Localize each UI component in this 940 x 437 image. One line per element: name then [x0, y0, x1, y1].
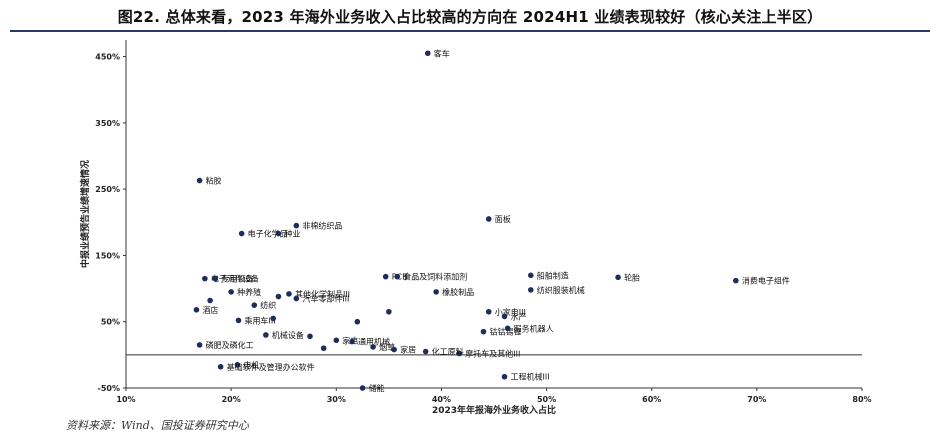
point-label: 储能: [369, 383, 385, 393]
data-point: [234, 362, 241, 368]
data-point: [196, 177, 203, 184]
title-rule: [10, 30, 930, 32]
point-label: 船舶制造: [537, 270, 569, 280]
x-tick-label: 50%: [537, 395, 556, 404]
point-label: 纺织: [260, 300, 276, 310]
data-point: [275, 230, 282, 237]
data-point: [424, 50, 431, 57]
data-point: [528, 272, 534, 279]
point-label: 酒店: [202, 305, 218, 315]
point-label: 摩托车及其他III: [465, 349, 520, 359]
data-point: [270, 315, 277, 322]
point-label: 汽车零部件III: [302, 294, 349, 304]
point-label: 钴钴锡锂: [489, 327, 521, 337]
data-point: [293, 295, 300, 302]
point-label: 通用机械: [358, 337, 390, 347]
x-tick-label: 80%: [852, 395, 871, 404]
point-label: 轮胎: [624, 272, 640, 282]
point-label: 烟草: [379, 342, 395, 352]
y-tick-label: 150%: [95, 251, 120, 260]
data-point: [320, 345, 327, 352]
x-tick-label: 20%: [222, 395, 241, 404]
x-tick-label: 60%: [642, 395, 661, 404]
y-tick-label: 50%: [101, 318, 120, 327]
data-point: [382, 273, 389, 280]
data-point: [480, 328, 487, 335]
point-label: 小家电III: [495, 307, 526, 317]
point-label: 食品及饲料添加剂: [403, 272, 467, 282]
y-axis-title: 中报业绩预告业绩增速情况: [79, 160, 91, 268]
data-point: [394, 273, 401, 280]
x-tick-label: 10%: [116, 395, 135, 404]
data-point: [293, 222, 300, 229]
data-point: [359, 385, 366, 391]
data-point: [391, 346, 397, 353]
point-label: 乘用车III: [245, 315, 276, 325]
point-label: 家居: [400, 345, 416, 355]
data-point: [504, 325, 511, 332]
point-label: 非棉纺织品: [302, 221, 342, 231]
data-point: [433, 289, 439, 295]
point-label: 电机: [243, 360, 259, 370]
data-point: [286, 291, 292, 297]
data-point: [307, 333, 313, 340]
data-point: [485, 308, 492, 315]
point-label: 机械设备: [272, 330, 304, 340]
data-point: [349, 338, 355, 345]
data-point: [386, 308, 392, 315]
point-label: 基础软件及管理办公软件: [227, 362, 315, 372]
data-point: [615, 274, 621, 281]
data-point: [235, 317, 242, 324]
source-note: 资料来源：Wind、国投证券研究中心: [66, 419, 249, 432]
data-point: [263, 332, 269, 338]
point-label: 服务机器人: [514, 323, 554, 333]
point-label: 电子元件设备: [211, 274, 259, 284]
point-label: 水产: [511, 311, 527, 321]
point-label: 纺织服装机械: [537, 285, 585, 295]
x-tick-label: 40%: [432, 395, 451, 404]
point-label: 橡胶制品: [442, 287, 474, 297]
data-point: [528, 287, 534, 293]
point-label: 专用设备: [221, 274, 253, 284]
y-tick-label: -50%: [98, 384, 120, 393]
data-point: [485, 216, 492, 222]
data-point: [456, 350, 463, 357]
y-tick-label: 250%: [95, 185, 120, 194]
point-label: 化工原料: [432, 347, 464, 357]
point-label: 粘胶: [206, 176, 222, 186]
data-point: [193, 306, 200, 313]
point-label: 工程机械III: [511, 372, 550, 382]
point-label: 客车: [434, 48, 450, 58]
point-label: 种养殖: [237, 287, 261, 297]
point-label: 消费电子组件: [742, 276, 790, 286]
data-point: [217, 363, 224, 370]
data-point: [202, 275, 208, 282]
data-point: [422, 348, 429, 355]
data-point: [733, 277, 739, 284]
point-label: 电子化学品: [248, 229, 288, 239]
data-point: [370, 344, 376, 350]
x-tick-label: 70%: [747, 395, 766, 404]
data-point: [333, 337, 340, 344]
data-point: [238, 230, 245, 237]
data-point: [251, 302, 258, 308]
point-label: 磷肥及磷化工: [206, 340, 254, 350]
x-axis-title: 2023年年报海外业务收入占比: [432, 404, 556, 416]
data-point: [228, 289, 234, 295]
data-point: [501, 373, 508, 380]
data-point: [207, 297, 213, 304]
data-point: [275, 293, 282, 300]
data-point: [501, 313, 508, 320]
point-label: 面板: [495, 214, 511, 224]
data-point: [354, 318, 361, 325]
x-tick-label: 30%: [327, 395, 346, 404]
data-point: [212, 275, 219, 282]
y-tick-label: 450%: [95, 53, 120, 62]
figure-title: 图22. 总体来看，2023 年海外业务收入占比较高的方向在 2024H1 业绩…: [117, 8, 823, 26]
point-label: 其他化学制品III: [295, 289, 350, 299]
y-tick-label: 350%: [95, 119, 120, 128]
point-label: 种业: [284, 229, 300, 239]
data-point: [196, 342, 203, 348]
